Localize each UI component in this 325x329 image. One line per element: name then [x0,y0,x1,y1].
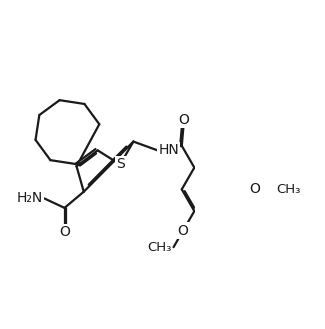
Text: O: O [178,113,189,127]
Text: O: O [59,225,70,239]
Text: O: O [178,224,188,238]
Text: HN: HN [158,143,179,157]
Text: H₂N: H₂N [17,191,43,205]
Text: S: S [116,158,124,171]
Text: CH₃: CH₃ [147,240,171,254]
Text: O: O [249,182,260,196]
Text: CH₃: CH₃ [276,183,300,196]
